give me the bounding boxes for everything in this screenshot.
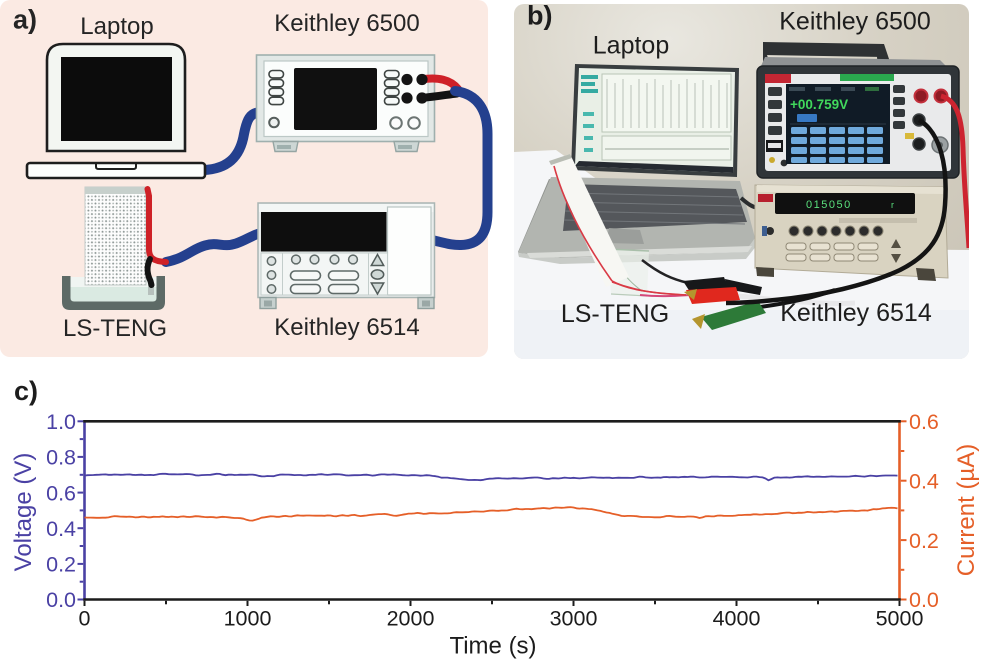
svg-text:0.6: 0.6	[909, 410, 939, 434]
svg-text:015050: 015050	[806, 199, 852, 211]
svg-text:1000: 1000	[224, 607, 272, 631]
svg-text:Keithley 6514: Keithley 6514	[780, 299, 932, 327]
svg-text:c): c)	[14, 376, 38, 406]
svg-text:0.2: 0.2	[909, 529, 939, 553]
svg-text:3000: 3000	[550, 607, 598, 631]
svg-text:LS-TENG: LS-TENG	[63, 315, 167, 342]
svg-text:0: 0	[79, 607, 91, 631]
svg-text:+00.759V: +00.759V	[790, 97, 848, 112]
svg-text:Keithley 6514: Keithley 6514	[274, 314, 419, 341]
svg-text:Keithley 6500: Keithley 6500	[274, 10, 419, 37]
svg-text:0.6: 0.6	[46, 481, 76, 505]
svg-text:Laptop: Laptop	[593, 32, 669, 60]
svg-text:b): b)	[527, 1, 552, 31]
svg-text:4000: 4000	[713, 607, 761, 631]
svg-text:2000: 2000	[387, 607, 435, 631]
svg-text:a): a)	[13, 5, 37, 35]
svg-text:LS-TENG: LS-TENG	[561, 300, 669, 328]
svg-text:0.0: 0.0	[909, 588, 939, 612]
svg-text:r: r	[891, 200, 894, 210]
svg-text:Laptop: Laptop	[80, 13, 153, 40]
svg-text:0.8: 0.8	[46, 446, 76, 470]
svg-text:0.4: 0.4	[909, 469, 939, 493]
svg-text:Voltage (V): Voltage (V)	[10, 453, 37, 572]
svg-text:5000: 5000	[876, 607, 924, 631]
svg-text:1.0: 1.0	[46, 410, 76, 434]
svg-text:0.0: 0.0	[46, 588, 76, 612]
svg-text:0.4: 0.4	[46, 517, 76, 541]
svg-text:0.2: 0.2	[46, 553, 76, 577]
svg-text:Current (µA): Current (µA)	[953, 444, 980, 577]
svg-text:Keithley 6500: Keithley 6500	[779, 8, 931, 36]
svg-text:Time (s): Time (s)	[449, 633, 536, 660]
